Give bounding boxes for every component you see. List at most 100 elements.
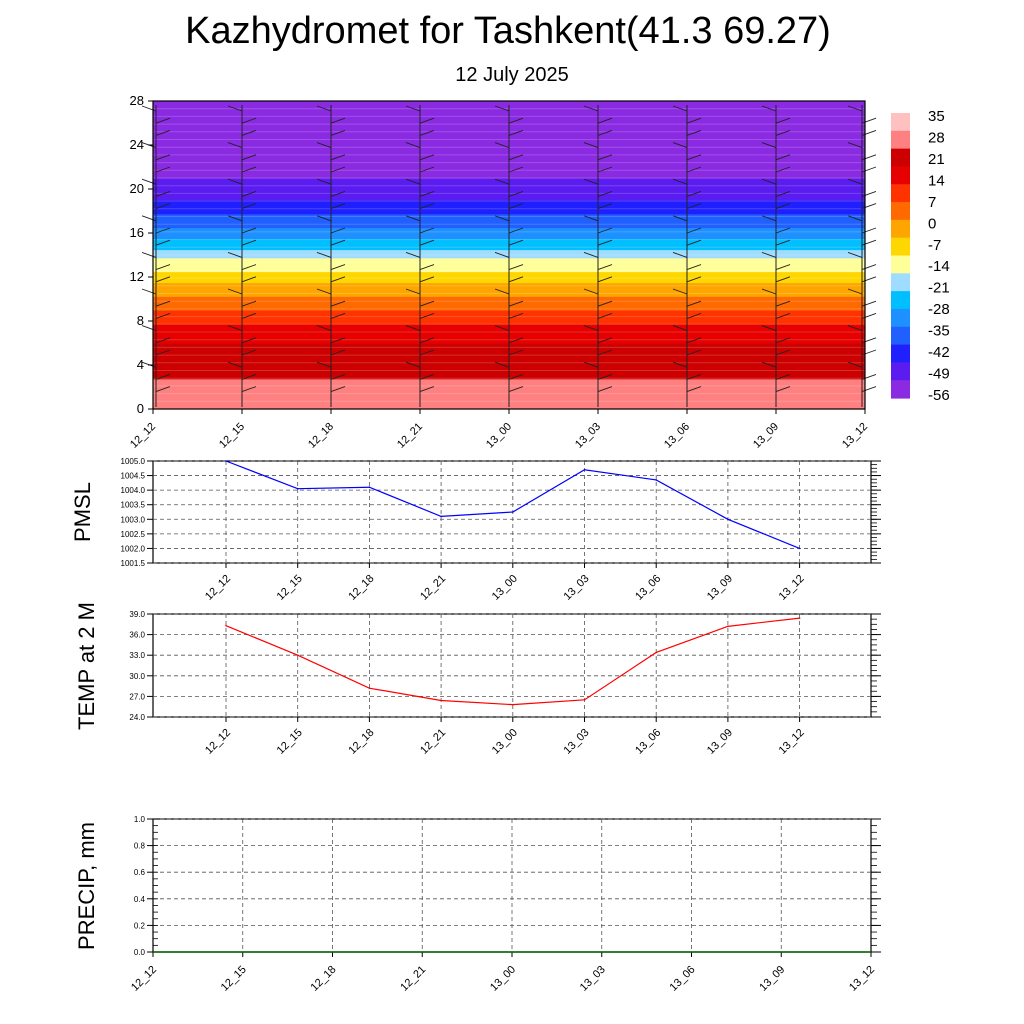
colorbar-label: -42 <box>928 344 950 361</box>
wind-barb <box>597 373 613 380</box>
colorbar-segment <box>891 259 910 266</box>
x-tick-label: 12_12 <box>128 421 158 451</box>
wind-barb <box>419 190 435 197</box>
wind-barb <box>775 264 791 271</box>
colorbar-segment <box>891 389 910 395</box>
colorbar-segment <box>891 308 910 314</box>
wind-barb <box>155 349 171 356</box>
wind-barb <box>330 349 346 356</box>
precip-chart: 0.0 0.2 0.4 0.6 0.8 1.0 12_12 12_15 12_18 12_21 13… <box>74 815 881 994</box>
colorbar-label: 7 <box>928 194 936 211</box>
wind-barb <box>155 373 171 380</box>
wind-barb <box>141 105 157 112</box>
colorbar-segment <box>891 326 910 332</box>
y-tick-label: 27.0 <box>129 692 145 701</box>
y-tick-label: 1.0 <box>134 815 146 824</box>
wind-barb <box>241 239 257 246</box>
data-point <box>727 625 729 628</box>
wind-barb <box>330 129 346 136</box>
wind-barb <box>761 288 777 295</box>
wind-barb <box>241 117 257 124</box>
colorbar-label: -56 <box>928 387 950 404</box>
wind-barb <box>861 227 877 234</box>
colorbar-segment <box>891 148 910 154</box>
wind-barb <box>583 325 599 332</box>
data-point <box>296 487 299 490</box>
colorbar-segment <box>891 126 910 132</box>
wind-barb <box>419 239 435 246</box>
wind-barb <box>241 373 257 380</box>
wind-barb <box>155 312 171 319</box>
y-tick-label: 1001.5 <box>121 559 146 568</box>
wind-barb <box>241 349 257 356</box>
wind-barb <box>508 239 524 246</box>
y-tick-label: 1004.5 <box>121 472 146 481</box>
wind-barb <box>508 337 524 344</box>
wind-barb <box>330 373 346 380</box>
wind-barb <box>583 361 599 368</box>
x-tick-label: 13_03 <box>562 573 592 603</box>
y-tick-label: 0.0 <box>134 948 146 957</box>
x-tick-label: 12_15 <box>217 421 247 451</box>
wind-barb <box>241 166 257 173</box>
data-point <box>512 511 514 513</box>
x-tick-label: 13_09 <box>751 421 781 451</box>
wind-barb <box>494 325 510 332</box>
x-tick-label: 12_18 <box>346 573 376 603</box>
wind-barb <box>686 264 702 271</box>
colorbar-segment <box>891 277 910 283</box>
wind-barb <box>847 142 863 149</box>
colorbar-segment <box>891 291 910 297</box>
y-tick-label: 20 <box>130 181 144 196</box>
wind-barb <box>861 312 877 319</box>
x-tick-label: 12_18 <box>309 964 339 994</box>
wind-barb <box>583 142 599 149</box>
wind-barb <box>775 239 791 246</box>
wind-barb <box>686 373 702 380</box>
temp-2m-chart: 24.0 27.0 30.0 33.0 36.0 39.0 12_12 12_15 12_18 1… <box>74 602 881 757</box>
wind-barb <box>241 312 257 319</box>
wind-barb <box>583 105 599 112</box>
wind-barb <box>405 178 421 185</box>
y-tick-label: 1005.0 <box>121 457 146 466</box>
wind-barb <box>583 288 599 295</box>
wind-barb <box>405 251 421 258</box>
wind-barb <box>330 239 346 246</box>
wind-barb <box>847 178 863 185</box>
wind-barb <box>419 276 435 283</box>
colorbar-segment <box>891 188 910 194</box>
colorbar-segment <box>891 184 910 190</box>
wind-barb <box>508 117 524 124</box>
colorbar-label: 0 <box>928 215 936 232</box>
y-tick-label: 1003.5 <box>121 501 146 510</box>
wind-barb <box>672 251 688 258</box>
x-tick-label: 13_12 <box>840 421 870 451</box>
wind-barb <box>775 166 791 173</box>
wind-barb <box>686 276 702 283</box>
wind-barb <box>494 215 510 222</box>
y-tick-label: 30.0 <box>129 672 145 681</box>
wind-barb <box>316 288 332 295</box>
x-tick-label: 13_00 <box>488 964 518 994</box>
colorbar-label: 21 <box>928 151 945 168</box>
colorbar-segment <box>891 219 910 225</box>
wind-barb <box>861 203 877 210</box>
wind-barb <box>405 361 421 368</box>
wind-barb <box>330 300 346 307</box>
wind-barb <box>155 264 171 271</box>
colorbar: 35 28 21 14 7 0 -7 -14 -21 -28 -35 -42 -49 -56 <box>891 108 950 404</box>
wind-barb <box>508 166 524 173</box>
x-tick-label: 12_21 <box>418 573 448 603</box>
wind-barb <box>508 190 524 197</box>
x-tick-label: 12_12 <box>129 964 159 994</box>
wind-barb <box>861 386 877 393</box>
data-point <box>225 624 227 627</box>
wind-barb <box>761 251 777 258</box>
wind-barb <box>227 251 243 258</box>
colorbar-segment <box>891 255 910 261</box>
wind-barb <box>405 215 421 222</box>
wind-barb <box>686 239 702 246</box>
colorbar-segment <box>891 113 910 119</box>
wind-barb <box>155 227 171 234</box>
